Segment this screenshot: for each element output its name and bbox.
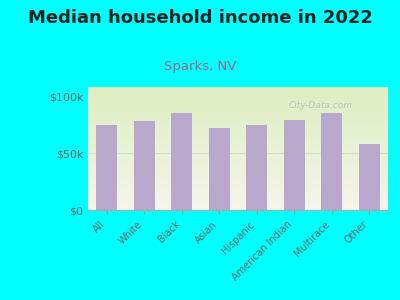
Text: Sparks, NV: Sparks, NV [164, 60, 236, 73]
Bar [172, 113, 192, 210]
Bar [209, 128, 230, 210]
Text: Median household income in 2022: Median household income in 2022 [28, 9, 372, 27]
Bar [359, 144, 380, 210]
Bar [134, 121, 154, 210]
Bar [322, 113, 342, 210]
Bar [284, 120, 304, 210]
Bar [246, 124, 267, 210]
Bar [96, 124, 117, 210]
Text: City-Data.com: City-Data.com [289, 101, 353, 110]
